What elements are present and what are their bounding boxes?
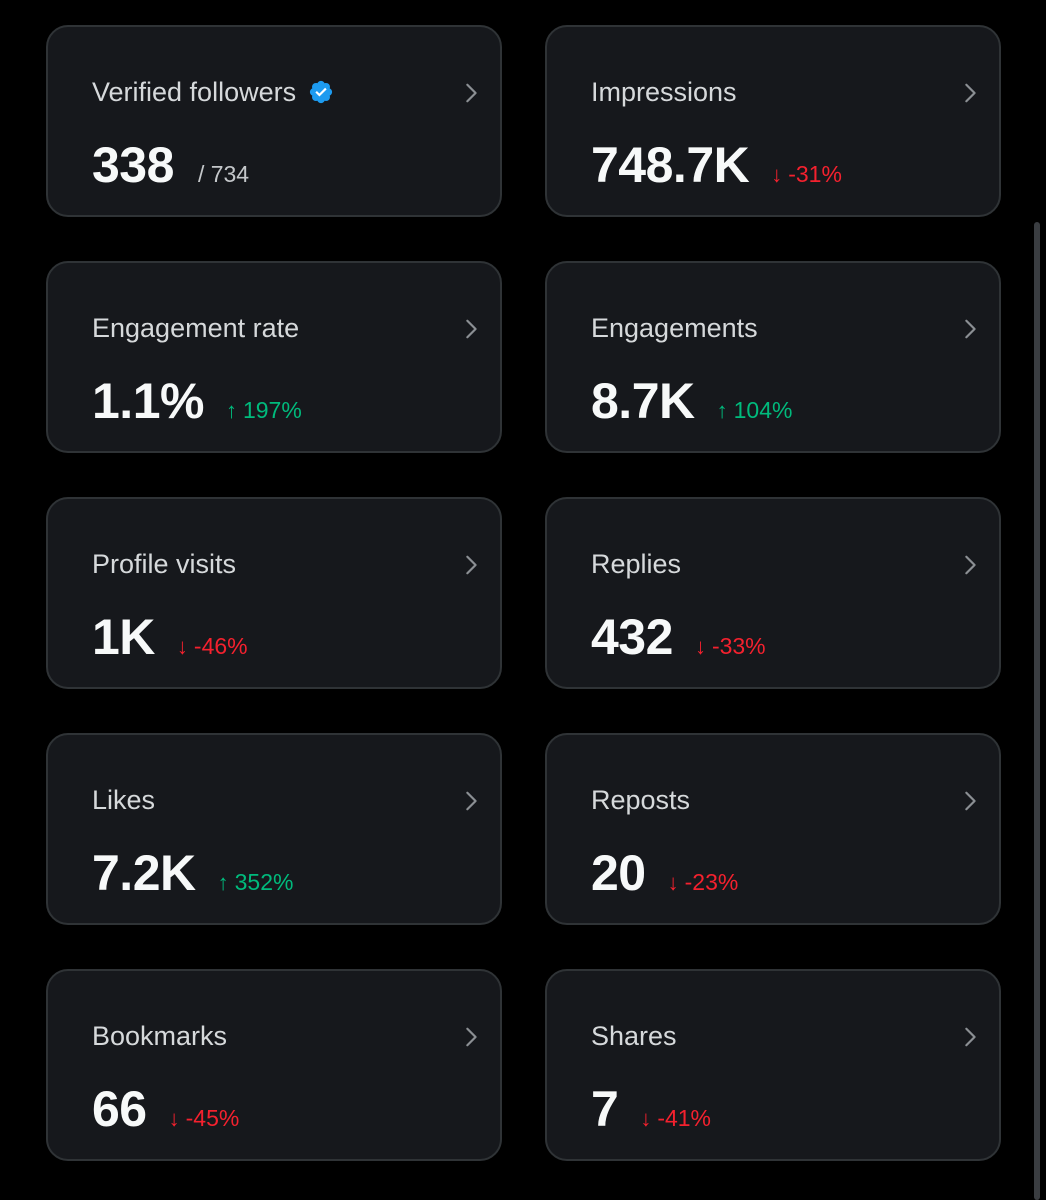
chevron-right-icon xyxy=(965,555,976,575)
metric-card-replies[interactable]: Replies 432 ↓ -33% xyxy=(545,497,1001,689)
chevron-right-icon xyxy=(965,83,976,103)
change-indicator: ↓ -46% xyxy=(177,633,248,660)
change-value: -31% xyxy=(788,161,842,187)
scrollbar[interactable] xyxy=(1034,222,1040,1200)
metric-card-engagement-rate[interactable]: Engagement rate 1.1% ↑ 197% xyxy=(46,261,502,453)
chevron-right-icon xyxy=(965,791,976,811)
value-row: 66 ↓ -45% xyxy=(92,1081,239,1137)
metric-card-engagements[interactable]: Engagements 8.7K ↑ 104% xyxy=(545,261,1001,453)
value-row: 432 ↓ -33% xyxy=(591,609,766,665)
change-value: 104% xyxy=(733,397,793,423)
card-title: Impressions xyxy=(591,77,737,107)
chevron-right-icon xyxy=(466,319,477,339)
verified-badge-icon xyxy=(310,80,333,104)
change-value: -23% xyxy=(684,869,739,895)
arrow-down-icon: ↓ xyxy=(694,634,706,659)
metric-value: 7.2K xyxy=(92,845,196,901)
metric-card-bookmarks[interactable]: Bookmarks 66 ↓ -45% xyxy=(46,969,502,1161)
metric-card-shares[interactable]: Shares 7 ↓ -41% xyxy=(545,969,1001,1161)
value-row: 748.7K ↓ -31% xyxy=(591,137,842,193)
change-indicator: ↑ 104% xyxy=(717,397,793,424)
value-row: 1.1% ↑ 197% xyxy=(92,373,302,429)
arrow-down-icon: ↓ xyxy=(176,634,188,659)
metric-value: 338 xyxy=(92,137,174,193)
chevron-right-icon xyxy=(965,1027,976,1047)
metric-card-profile-visits[interactable]: Profile visits 1K ↓ -46% xyxy=(46,497,502,689)
metric-card-likes[interactable]: Likes 7.2K ↑ 352% xyxy=(46,733,502,925)
card-title: Replies xyxy=(591,549,682,579)
change-indicator: ↓ -31% xyxy=(771,161,842,188)
card-title: Likes xyxy=(92,785,156,815)
value-row: 7 ↓ -41% xyxy=(591,1081,711,1137)
arrow-down-icon: ↓ xyxy=(667,870,679,895)
metric-value: 1.1% xyxy=(92,373,204,429)
metric-total: / 734 xyxy=(197,161,250,187)
card-title: Engagement rate xyxy=(92,313,300,343)
value-row: 338 / 734 xyxy=(92,137,249,193)
metric-value: 748.7K xyxy=(591,137,750,193)
card-title-text: Verified followers xyxy=(92,77,297,107)
value-row: 1K ↓ -46% xyxy=(92,609,248,665)
chevron-right-icon xyxy=(466,791,477,811)
change-indicator: ↑ 197% xyxy=(226,397,302,424)
change-indicator: ↓ -33% xyxy=(695,633,766,660)
value-row: 7.2K ↑ 352% xyxy=(92,845,293,901)
change-value: 197% xyxy=(242,397,302,423)
card-title: Verified followers xyxy=(92,76,334,108)
metric-value: 66 xyxy=(92,1081,147,1137)
value-row: 8.7K ↑ 104% xyxy=(591,373,792,429)
chevron-right-icon xyxy=(466,555,477,575)
metrics-grid: Verified followers 338 / 734 Impressions… xyxy=(46,25,1001,1161)
card-title: Bookmarks xyxy=(92,1021,228,1051)
metric-card-verified-followers[interactable]: Verified followers 338 / 734 xyxy=(46,25,502,217)
card-title: Profile visits xyxy=(92,549,237,579)
metric-card-reposts[interactable]: Reposts 20 ↓ -23% xyxy=(545,733,1001,925)
metric-value: 8.7K xyxy=(591,373,695,429)
chevron-right-icon xyxy=(466,1027,477,1047)
metric-value: 7 xyxy=(591,1081,619,1137)
metric-value: 1K xyxy=(92,609,155,665)
arrow-up-icon: ↑ xyxy=(225,398,237,423)
change-value: -33% xyxy=(711,633,766,659)
arrow-up-icon: ↑ xyxy=(716,398,728,423)
metric-value: 432 xyxy=(591,609,673,665)
change-indicator: ↑ 352% xyxy=(218,869,294,896)
change-value: -41% xyxy=(657,1105,712,1131)
change-value: -46% xyxy=(193,633,248,659)
change-indicator: ↓ -23% xyxy=(668,869,739,896)
value-row: 20 ↓ -23% xyxy=(591,845,738,901)
change-indicator: ↓ -45% xyxy=(169,1105,240,1132)
arrow-down-icon: ↓ xyxy=(168,1106,180,1131)
card-title: Shares xyxy=(591,1021,677,1051)
metric-card-impressions[interactable]: Impressions 748.7K ↓ -31% xyxy=(545,25,1001,217)
change-value: 352% xyxy=(234,869,294,895)
card-title: Reposts xyxy=(591,785,691,815)
arrow-down-icon: ↓ xyxy=(640,1106,652,1131)
card-title: Engagements xyxy=(591,313,758,343)
arrow-down-icon: ↓ xyxy=(771,162,783,187)
change-indicator: ↓ -41% xyxy=(640,1105,711,1132)
metric-value: 20 xyxy=(591,845,646,901)
chevron-right-icon xyxy=(466,83,477,103)
chevron-right-icon xyxy=(965,319,976,339)
arrow-up-icon: ↑ xyxy=(217,870,229,895)
change-value: -45% xyxy=(185,1105,240,1131)
